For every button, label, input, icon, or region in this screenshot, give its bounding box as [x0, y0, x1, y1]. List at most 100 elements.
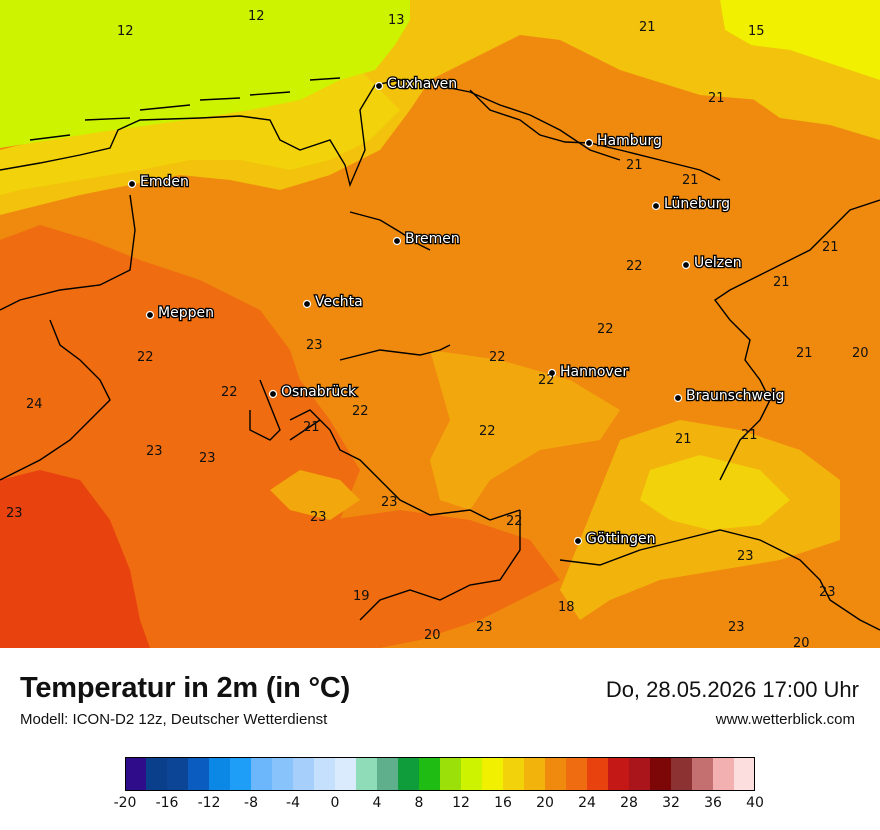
cities: Cuxhaven Hamburg Emden Lüneburg Bremen U… [127, 75, 786, 548]
svg-text:Hannover: Hannover [560, 364, 628, 380]
city-uelzen: Uelzen [681, 254, 743, 272]
svg-text:Emden: Emden [140, 174, 189, 190]
legend-swatch [419, 757, 441, 791]
temp-field-yellow-ne [720, 0, 880, 80]
svg-text:Bremen: Bremen [405, 231, 460, 247]
legend-swatch [167, 757, 189, 791]
value-label: 22 [506, 514, 523, 529]
value-label: 21 [796, 346, 813, 361]
map-footer [0, 648, 880, 830]
value-label: 24 [26, 397, 43, 412]
city-lueneburg: Lüneburg [651, 195, 731, 213]
legend-swatch [314, 757, 336, 791]
value-label: 22 [479, 424, 496, 439]
legend-swatch [692, 757, 714, 791]
legend-swatch [125, 757, 147, 791]
legend-swatch [209, 757, 231, 791]
legend-tick-label: 16 [494, 795, 512, 811]
legend-swatch [566, 757, 588, 791]
legend-swatch [398, 757, 420, 791]
legend-tick-label: -16 [155, 795, 179, 811]
value-label: 23 [6, 506, 23, 521]
legend-tick-label: 24 [578, 795, 596, 811]
svg-text:Braunschweig: Braunschweig [686, 388, 784, 404]
value-label: 22 [137, 350, 154, 365]
value-label: 22 [221, 385, 238, 400]
svg-text:Göttingen: Göttingen [586, 531, 656, 547]
legend-swatch [734, 757, 755, 791]
value-label: 22 [626, 259, 643, 274]
temp-field-yellow-harz [640, 455, 790, 530]
legend-swatch [461, 757, 483, 791]
legend-swatch [188, 757, 210, 791]
city-goettingen: Göttingen [573, 530, 657, 548]
legend-swatch [713, 757, 735, 791]
value-label: 21 [741, 428, 758, 443]
legend-swatch [587, 757, 609, 791]
temp-field-red-sw [0, 470, 150, 648]
legend-swatch [524, 757, 546, 791]
legend-swatch [671, 757, 693, 791]
legend-swatch [608, 757, 630, 791]
value-label: 22 [352, 404, 369, 419]
map-title: Temperatur in 2m (in °C) [20, 672, 351, 704]
coastline-islands [29, 77, 341, 141]
legend-swatch [545, 757, 567, 791]
value-label: 23 [199, 451, 216, 466]
legend-tick-label: 8 [414, 795, 424, 811]
value-label: 21 [639, 20, 656, 35]
svg-text:Osnabrück: Osnabrück [281, 384, 357, 400]
value-label: 21 [675, 432, 692, 447]
value-label: 23 [476, 620, 493, 635]
city-bremen: Bremen [392, 230, 461, 248]
city-vechta: Vechta [302, 293, 364, 311]
elbe-river [469, 89, 721, 181]
legend-tick-label: -12 [197, 795, 221, 811]
border-south [359, 510, 880, 631]
value-label: 23 [146, 444, 163, 459]
legend-swatch [503, 757, 525, 791]
value-label: 21 [773, 275, 790, 290]
city-cuxhaven: Cuxhaven [374, 75, 458, 93]
value-label: 12 [117, 24, 134, 39]
legend-ticks: -20 -16 -12 -8 -4 0 4 8 12 16 20 24 28 32 36 40 [0, 795, 880, 815]
svg-text:Vechta: Vechta [315, 294, 363, 310]
legend-swatch [146, 757, 168, 791]
value-label: 21 [303, 420, 320, 435]
legend-swatch [629, 757, 651, 791]
model-subtitle: Modell: ICON-D2 12z, Deutscher Wetterdie… [20, 711, 328, 728]
bremen-area [349, 211, 431, 251]
border-east [713, 199, 880, 481]
map-lines [0, 77, 880, 631]
value-label: 23 [381, 495, 398, 510]
legend-tick-label: 28 [620, 795, 638, 811]
svg-text:Uelzen: Uelzen [694, 255, 742, 271]
value-label: 23 [819, 585, 836, 600]
value-label: 20 [852, 346, 869, 361]
legend-swatch [251, 757, 273, 791]
value-label: 18 [558, 600, 575, 615]
legend-tick-label: 4 [372, 795, 382, 811]
website-credit: www.wetterblick.com [715, 711, 855, 728]
city-braunschweig: Braunschweig [673, 387, 786, 405]
value-label: 20 [424, 628, 441, 643]
city-hannover: Hannover [547, 363, 630, 381]
border-nrw [249, 344, 521, 521]
temp-field-orange-dark-south [200, 510, 560, 648]
value-label: 21 [626, 158, 643, 173]
value-label: 22 [489, 350, 506, 365]
legend-swatch [482, 757, 504, 791]
legend-tick-label: -4 [286, 795, 300, 811]
legend-tick-label: -20 [113, 795, 137, 811]
legend-tick-label: 36 [704, 795, 722, 811]
value-label: 12 [248, 9, 265, 24]
city-hamburg: Hamburg [584, 132, 663, 150]
temp-field-gold-north [0, 0, 880, 215]
value-label: 22 [538, 373, 555, 388]
legend-border [125, 757, 755, 791]
city-emden: Emden [127, 173, 190, 191]
color-legend [125, 757, 755, 791]
value-label: 23 [737, 549, 754, 564]
legend-tick-label: 0 [330, 795, 340, 811]
value-label: 20 [793, 636, 810, 648]
